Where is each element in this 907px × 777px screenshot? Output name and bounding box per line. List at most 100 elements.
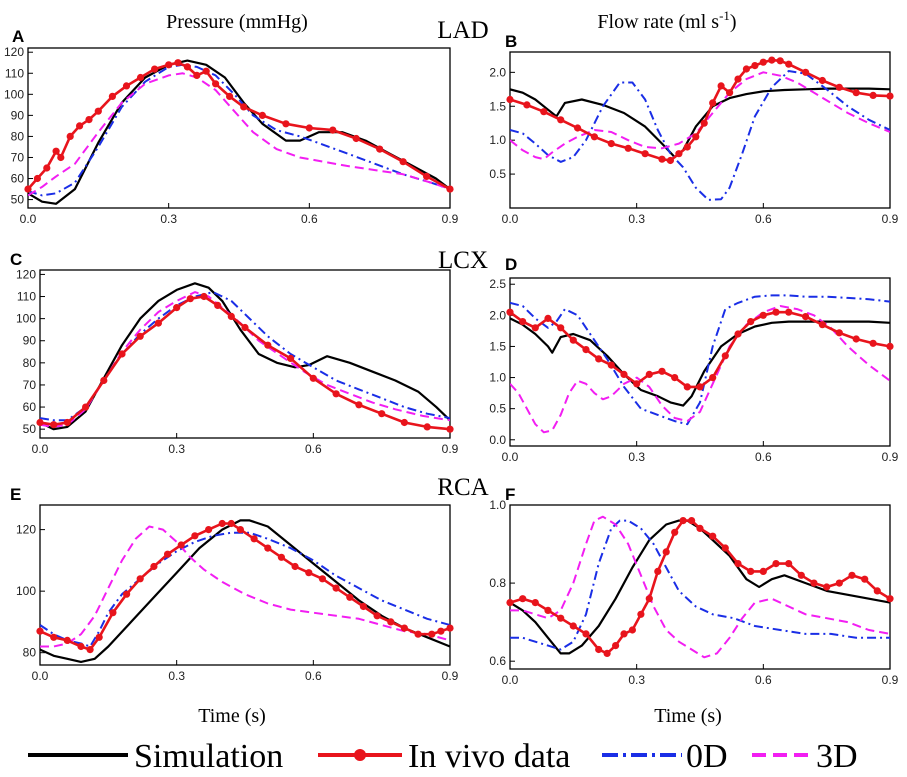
invivo-point-e <box>123 590 131 598</box>
legend-label-3d: 3D <box>816 738 858 775</box>
series-line-threed-c <box>40 291 450 428</box>
y-tick-label-e: 120 <box>16 523 36 537</box>
invivo-point-f <box>544 606 552 615</box>
x-tick-label-d: 0.6 <box>755 450 772 464</box>
invivo-point-a <box>226 92 234 100</box>
legend-label-invivo: In vivo data <box>408 738 570 775</box>
invivo-point-c <box>227 312 235 320</box>
invivo-point-b <box>818 76 827 85</box>
invivo-point-a <box>183 63 191 71</box>
invivo-point-e <box>77 642 85 651</box>
invivo-point-b <box>869 91 877 99</box>
series-line-threed-d <box>510 305 890 434</box>
invivo-point-e <box>291 562 299 571</box>
invivo-point-e <box>277 553 285 561</box>
invivo-point-e <box>318 575 326 583</box>
invivo-point-e <box>227 519 235 528</box>
invivo-point-c <box>400 418 408 427</box>
invivo-point-d <box>869 339 877 347</box>
x-axis-label-left: Time (s) <box>198 705 266 727</box>
invivo-point-b <box>675 150 683 158</box>
invivo-point-d <box>709 374 717 382</box>
y-tick-label-c: 100 <box>16 312 36 326</box>
y-tick-label-c: 110 <box>17 290 36 304</box>
invivo-point-f <box>679 517 687 525</box>
invivo-point-e <box>359 602 367 611</box>
y-tick-label-d: 1.0 <box>489 371 506 385</box>
plot-frame-a <box>27 47 451 209</box>
y-tick-label-e: 100 <box>16 584 36 598</box>
invivo-point-f <box>557 614 565 622</box>
x-tick-label-c: 0.6 <box>305 442 322 456</box>
series-line-threed-b <box>510 71 890 161</box>
series-line-zerod-a <box>28 63 450 197</box>
invivo-point-b <box>692 133 700 141</box>
panel-letter-e: E <box>10 485 21 504</box>
invivo-point-f <box>671 528 679 536</box>
invivo-point-e <box>63 636 71 645</box>
invivo-point-b <box>557 116 565 124</box>
invivo-point-b <box>835 83 843 91</box>
invivo-point-f <box>628 626 637 634</box>
invivo-point-f <box>861 575 869 583</box>
invivo-point-c <box>186 295 194 303</box>
invivo-point-a <box>305 124 313 132</box>
invivo-point-c <box>355 401 363 409</box>
invivo-point-e <box>150 562 158 571</box>
invivo-point-a <box>66 132 74 140</box>
invivo-point-e <box>136 575 144 583</box>
series-line-threed-f <box>510 515 890 659</box>
invivo-point-b <box>717 82 725 90</box>
series-line-threed-e <box>40 525 450 648</box>
invivo-point-e <box>236 526 244 534</box>
y-tick-label-c: 120 <box>16 267 36 281</box>
invivo-point-a <box>57 153 65 162</box>
vessel-label-lad: LAD <box>437 17 488 44</box>
x-tick-label-f: 0.6 <box>755 673 772 687</box>
invivo-point-d <box>544 314 552 322</box>
invivo-point-b <box>574 124 582 132</box>
series-line-zerod-e <box>40 531 450 648</box>
y-tick-label-f: 0.8 <box>489 576 506 590</box>
panel-letter-d: D <box>505 255 517 274</box>
invivo-point-d <box>506 308 514 316</box>
invivo-point-a <box>24 185 32 193</box>
invivo-point-b <box>683 143 691 151</box>
y-tick-label-a: 80 <box>11 129 25 143</box>
x-tick-label-c: 0.9 <box>442 442 459 456</box>
legend-label-0d: 0D <box>686 738 728 775</box>
invivo-point-d <box>721 352 729 360</box>
invivo-point-d <box>835 329 843 337</box>
invivo-point-b <box>734 75 742 83</box>
plot-frame-f <box>509 504 891 670</box>
plot-frame-d <box>509 277 891 447</box>
y-tick-label-a: 100 <box>4 87 24 101</box>
invivo-point-a <box>151 65 159 73</box>
y-tick-label-c: 70 <box>23 378 37 392</box>
invivo-point-a <box>33 174 42 183</box>
series-line-zerod-d <box>510 294 890 426</box>
invivo-point-b <box>785 60 793 68</box>
panel-letter-c: C <box>10 250 22 269</box>
y-tick-label-d: 0.0 <box>489 433 506 447</box>
invivo-point-f <box>759 567 767 576</box>
invivo-point-b <box>658 155 666 163</box>
invivo-point-d <box>531 324 539 332</box>
invivo-point-b <box>506 95 514 104</box>
panel-a-lad-pressure: 50 60 70 80 90 100 110 120 0.0 0.3 0.6 0.9 <box>4 45 459 226</box>
invivo-point-e <box>109 609 117 617</box>
invivo-point-b <box>523 101 531 109</box>
x-tick-label-a: 0.3 <box>160 212 177 226</box>
invivo-point-d <box>818 321 827 329</box>
series-line-zerod-c <box>40 291 450 422</box>
invivo-point-e <box>428 630 436 638</box>
invivo-point-f <box>603 649 611 658</box>
invivo-point-d <box>569 336 577 344</box>
invivo-point-b <box>666 156 675 165</box>
y-tick-label-b: 1.5 <box>489 99 506 113</box>
invivo-point-b <box>624 144 632 152</box>
invivo-point-d <box>607 361 615 369</box>
invivo-point-b <box>759 58 767 66</box>
invivo-point-e <box>50 633 58 641</box>
invivo-point-e <box>414 630 422 638</box>
